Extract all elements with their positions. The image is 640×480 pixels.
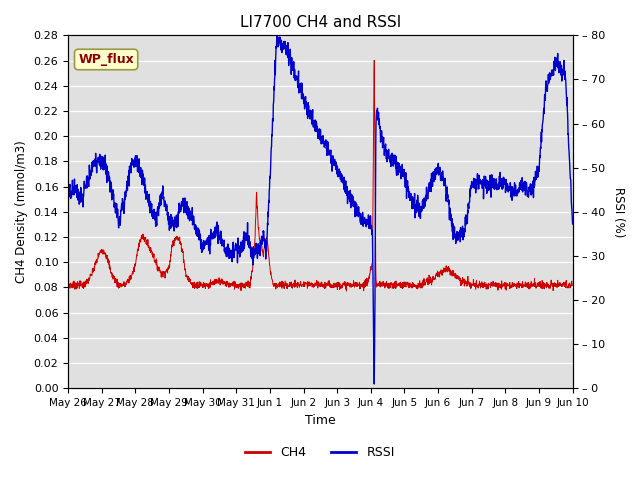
RSSI (64, 192, 72, 197)
CH4 (64, 279, 72, 285)
RSSI (554, 59, 562, 64)
CH4 (555, 281, 563, 287)
CH4 (342, 288, 350, 294)
Y-axis label: CH4 Density (mmol/m3): CH4 Density (mmol/m3) (15, 141, 28, 283)
Title: LI7700 CH4 and RSSI: LI7700 CH4 and RSSI (240, 15, 401, 30)
CH4 (310, 282, 317, 288)
Legend: CH4, RSSI: CH4, RSSI (240, 441, 400, 464)
RSSI (555, 62, 563, 68)
RSSI (310, 120, 317, 125)
X-axis label: Time: Time (305, 414, 336, 427)
CH4 (554, 284, 562, 289)
RSSI (296, 81, 304, 86)
Text: WP_flux: WP_flux (78, 53, 134, 66)
RSSI (273, 33, 281, 38)
Line: CH4: CH4 (68, 60, 573, 291)
RSSI (462, 212, 470, 218)
CH4 (462, 279, 470, 285)
RSSI (371, 381, 378, 387)
CH4 (90, 265, 98, 271)
CH4 (371, 58, 378, 63)
Y-axis label: RSSI (%): RSSI (%) (612, 187, 625, 237)
RSSI (90, 162, 98, 168)
Line: RSSI: RSSI (68, 36, 573, 384)
RSSI (569, 221, 577, 227)
CH4 (569, 282, 577, 288)
CH4 (296, 282, 304, 288)
